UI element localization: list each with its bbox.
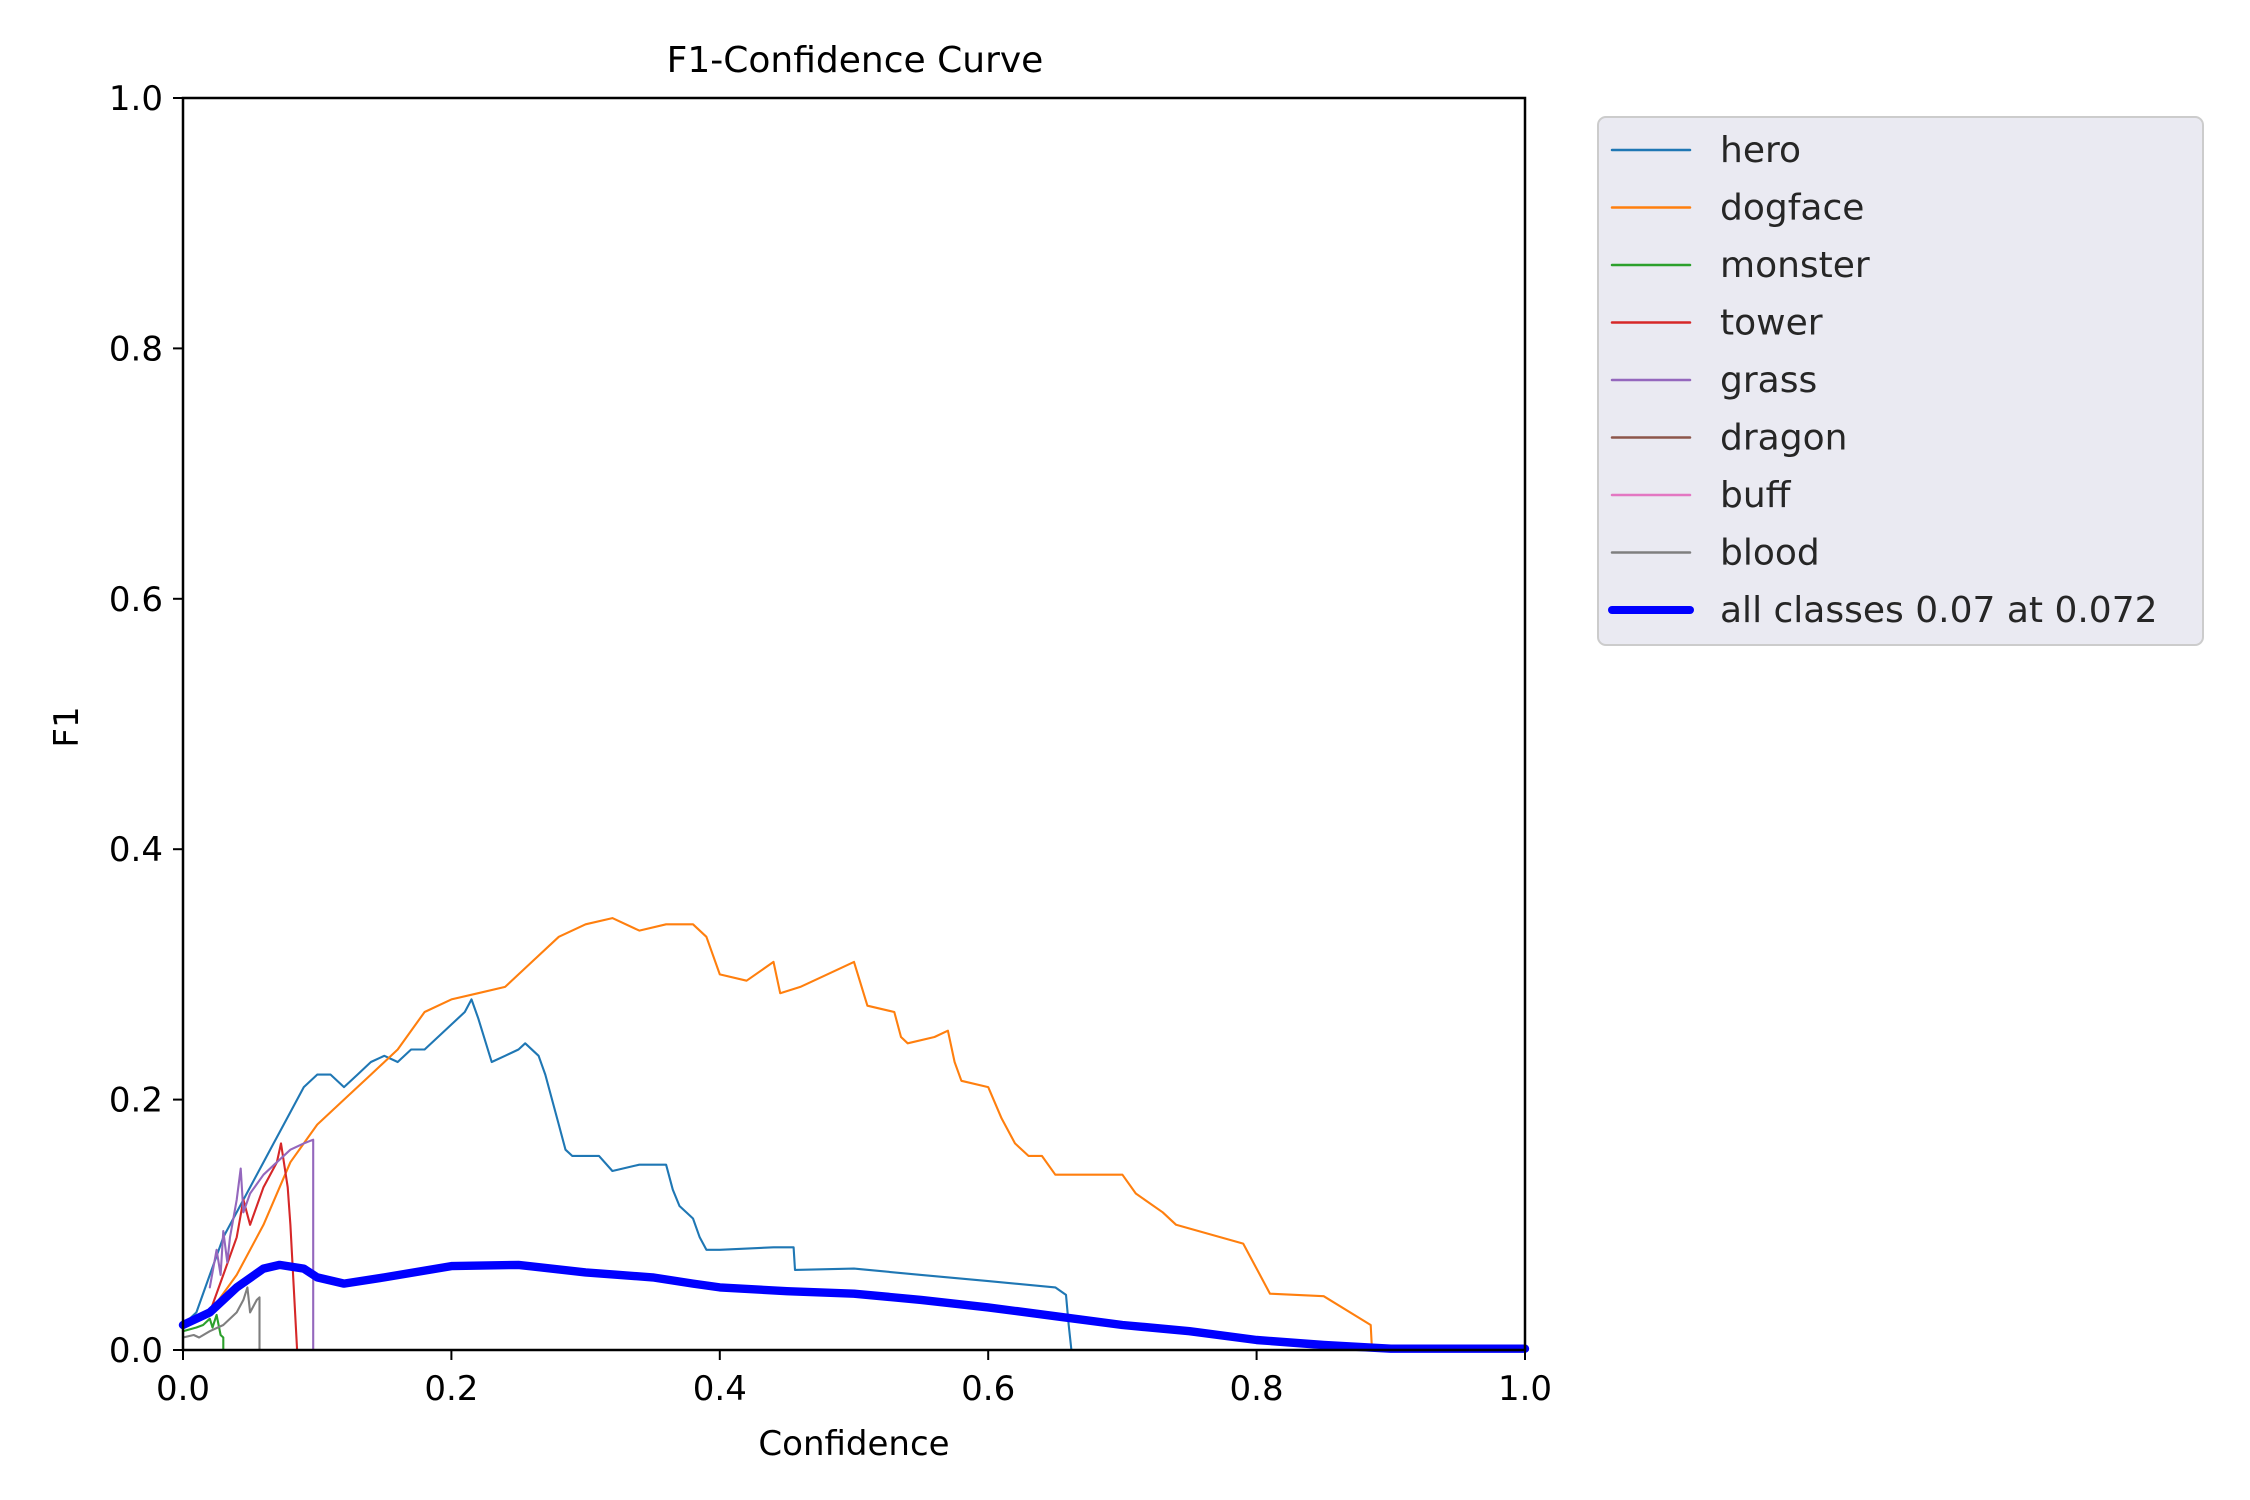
- plot-area: [178, 96, 1530, 1353]
- series-line-blood: [181, 1286, 261, 1352]
- y-tick-label: 1.0: [109, 79, 163, 119]
- plot-background: [183, 98, 1525, 1350]
- x-tick-label: 0.6: [961, 1369, 1015, 1409]
- legend-label: dogface: [1720, 188, 1864, 229]
- legend-box: [1597, 116, 2204, 646]
- x-axis-ticks: 0.0 0.2 0.4 0.6 0.8 1.0: [156, 1350, 1552, 1409]
- series-line-tower: [208, 1142, 299, 1352]
- series-line-monster: [181, 1313, 225, 1352]
- y-tick-label: 0.8: [109, 329, 163, 369]
- legend-label: hero: [1720, 130, 1801, 171]
- series-line-hero: [181, 998, 1073, 1352]
- y-axis-ticks: 0.0 0.2 0.4 0.6 0.8 1.0: [109, 79, 183, 1371]
- x-tick-label: 1.0: [1498, 1369, 1552, 1409]
- y-tick-label: 0.2: [109, 1081, 163, 1121]
- legend-label: tower: [1720, 303, 1823, 344]
- legend-items: hero dogface monster tower grass dragon buff bl…: [1608, 130, 2158, 631]
- legend: hero dogface monster tower grass dragon buff bl…: [1597, 116, 2204, 646]
- x-tick-label: 0.2: [424, 1369, 478, 1409]
- series-line-dogface: [181, 917, 1374, 1352]
- series-line-all-classes: [178, 1260, 1530, 1353]
- legend-label: dragon: [1720, 418, 1847, 459]
- plot-frame: [181, 96, 1527, 1352]
- x-tick-label: 0.0: [156, 1369, 210, 1409]
- legend-label: all classes 0.07 at 0.072: [1720, 590, 2158, 631]
- legend-label: monster: [1720, 245, 1870, 286]
- legend-label: grass: [1720, 360, 1817, 401]
- x-tick-label: 0.8: [1230, 1369, 1284, 1409]
- y-tick-label: 0.0: [109, 1331, 163, 1371]
- legend-label: blood: [1720, 533, 1820, 574]
- y-tick-label: 0.6: [109, 580, 163, 620]
- y-axis-label: F1: [47, 706, 87, 747]
- x-axis-label: Confidence: [758, 1424, 949, 1464]
- x-tick-label: 0.4: [693, 1369, 747, 1409]
- series-layer: [178, 917, 1530, 1353]
- chart-title: F1-Confidence Curve: [667, 40, 1044, 81]
- legend-label: buff: [1720, 475, 1792, 516]
- y-tick-label: 0.4: [109, 830, 163, 870]
- series-line-grass: [208, 1138, 315, 1352]
